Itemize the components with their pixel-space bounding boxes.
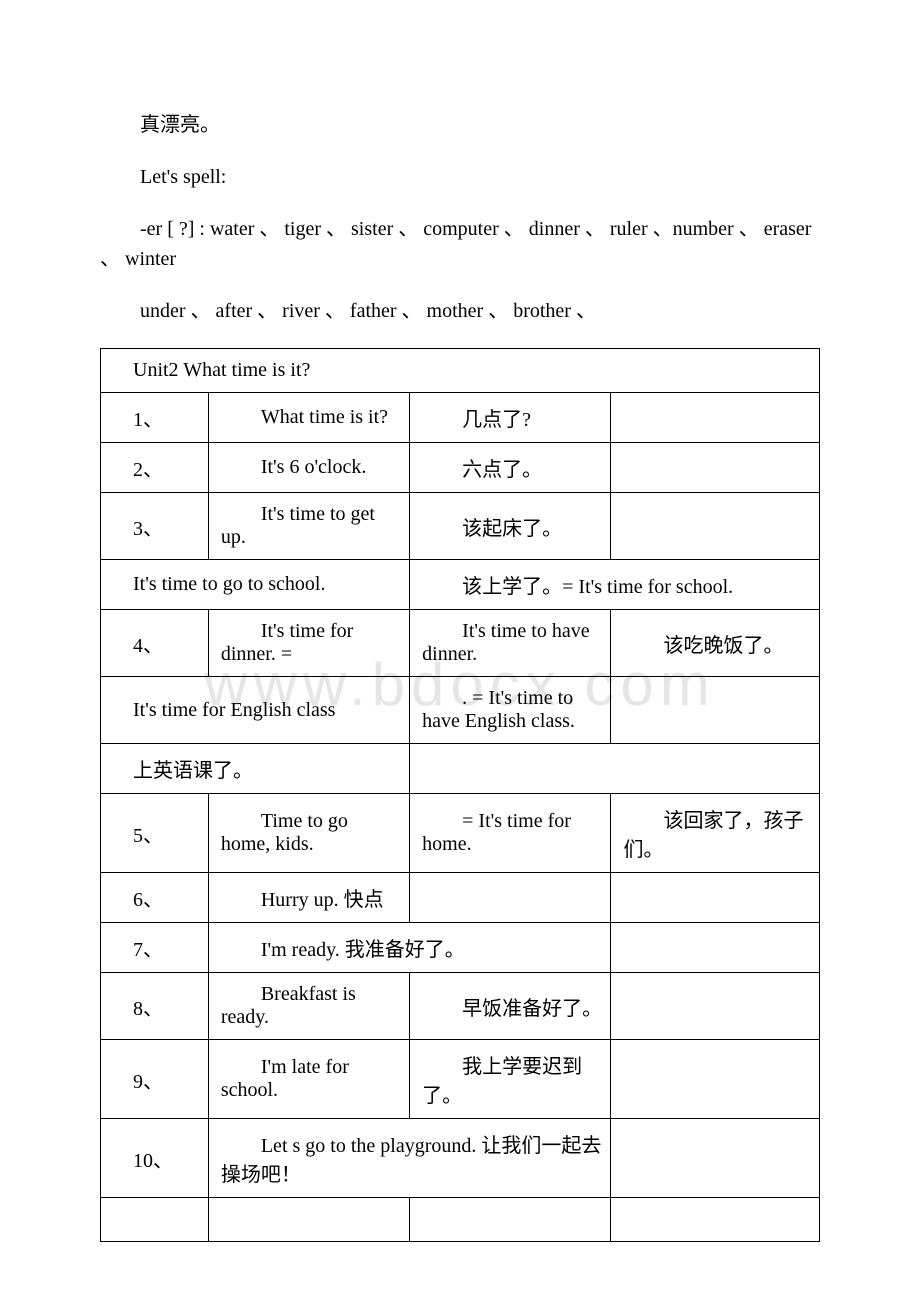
english-cell: Breakfast is ready. bbox=[208, 973, 409, 1040]
empty-cell bbox=[410, 1198, 611, 1242]
row-number: 5、 bbox=[101, 794, 209, 873]
chinese-cell: 早饭准备好了。 bbox=[410, 973, 611, 1040]
text-line-2: Let's spell: bbox=[100, 162, 820, 192]
english-cell: I'm ready. 我准备好了。 bbox=[208, 923, 611, 973]
table-row: 2、 It's 6 o'clock. 六点了。 bbox=[101, 443, 820, 493]
empty-cell bbox=[101, 1198, 209, 1242]
row-number: 3、 bbox=[101, 493, 209, 560]
row-number: 8、 bbox=[101, 973, 209, 1040]
chinese-cell: 上英语课了。 bbox=[101, 744, 410, 794]
english-cell: It's time for English class bbox=[101, 677, 410, 744]
row-number: 7、 bbox=[101, 923, 209, 973]
lesson-table: Unit2 What time is it? 1、 What time is i… bbox=[100, 348, 820, 1242]
english-cell: It's time to get up. bbox=[208, 493, 409, 560]
english-cell: Let s go to the playground. 让我们一起去操场吧！ bbox=[208, 1119, 611, 1198]
english-cell-2: . = It's time to have English class. bbox=[410, 677, 611, 744]
table-header: Unit2 What time is it? bbox=[101, 349, 820, 393]
table-row: 10、 Let s go to the playground. 让我们一起去操场… bbox=[101, 1119, 820, 1198]
table-row: 9、 I'm late for school. 我上学要迟到了。 bbox=[101, 1040, 820, 1119]
chinese-cell: 该吃晚饭了。 bbox=[611, 610, 820, 677]
extra-cell bbox=[611, 1040, 820, 1119]
extra-cell bbox=[410, 744, 820, 794]
extra-cell bbox=[611, 677, 820, 744]
english-cell: What time is it? bbox=[208, 393, 409, 443]
empty-cell bbox=[611, 1198, 820, 1242]
chinese-cell: 六点了。 bbox=[410, 443, 611, 493]
extra-cell bbox=[611, 443, 820, 493]
row-number: 9、 bbox=[101, 1040, 209, 1119]
chinese-cell: 几点了? bbox=[410, 393, 611, 443]
row-number: 4、 bbox=[101, 610, 209, 677]
page-content: 真漂亮。 Let's spell: -er [ ?] : water 、 tig… bbox=[100, 110, 820, 1242]
row-number: 10、 bbox=[101, 1119, 209, 1198]
row-number: 2、 bbox=[101, 443, 209, 493]
table-row: 4、 It's time for dinner. = It's time to … bbox=[101, 610, 820, 677]
chinese-cell: 该回家了，孩子们。 bbox=[611, 794, 820, 873]
english-cell: I'm late for school. bbox=[208, 1040, 409, 1119]
english-cell: It's time to go to school. bbox=[101, 560, 410, 610]
english-cell: Hurry up. 快点 bbox=[208, 873, 409, 923]
table-row: It's time for English class . = It's tim… bbox=[101, 677, 820, 744]
row-number: 1、 bbox=[101, 393, 209, 443]
empty-cell bbox=[208, 1198, 409, 1242]
chinese-cell: 该上学了。= It's time for school. bbox=[410, 560, 820, 610]
table-row: 3、 It's time to get up. 该起床了。 bbox=[101, 493, 820, 560]
extra-cell bbox=[611, 873, 820, 923]
table-row: 5、 Time to go home, kids. = It's time fo… bbox=[101, 794, 820, 873]
row-number: 6、 bbox=[101, 873, 209, 923]
english-cell: It's 6 o'clock. bbox=[208, 443, 409, 493]
extra-cell bbox=[410, 873, 611, 923]
text-line-4: under 、 after 、 river 、 father 、 mother … bbox=[100, 296, 820, 326]
english-cell: It's time for dinner. = bbox=[208, 610, 409, 677]
extra-cell bbox=[611, 1119, 820, 1198]
extra-cell bbox=[611, 493, 820, 560]
text-line-1: 真漂亮。 bbox=[100, 110, 820, 140]
english-cell-2: = It's time for home. bbox=[410, 794, 611, 873]
text-line-3: -er [ ?] : water 、 tiger 、 sister 、 comp… bbox=[100, 214, 820, 274]
table-row: 6、 Hurry up. 快点 bbox=[101, 873, 820, 923]
table-row: 1、 What time is it? 几点了? bbox=[101, 393, 820, 443]
chinese-cell: 我上学要迟到了。 bbox=[410, 1040, 611, 1119]
table-row: 8、 Breakfast is ready. 早饭准备好了。 bbox=[101, 973, 820, 1040]
english-cell-2: It's time to have dinner. bbox=[410, 610, 611, 677]
extra-cell bbox=[611, 393, 820, 443]
table-row bbox=[101, 1198, 820, 1242]
table-row: 7、 I'm ready. 我准备好了。 bbox=[101, 923, 820, 973]
extra-cell bbox=[611, 973, 820, 1040]
table-row: It's time to go to school. 该上学了。= It's t… bbox=[101, 560, 820, 610]
table-row: 上英语课了。 bbox=[101, 744, 820, 794]
extra-cell bbox=[611, 923, 820, 973]
english-cell: Time to go home, kids. bbox=[208, 794, 409, 873]
chinese-cell: 该起床了。 bbox=[410, 493, 611, 560]
table-row: Unit2 What time is it? bbox=[101, 349, 820, 393]
